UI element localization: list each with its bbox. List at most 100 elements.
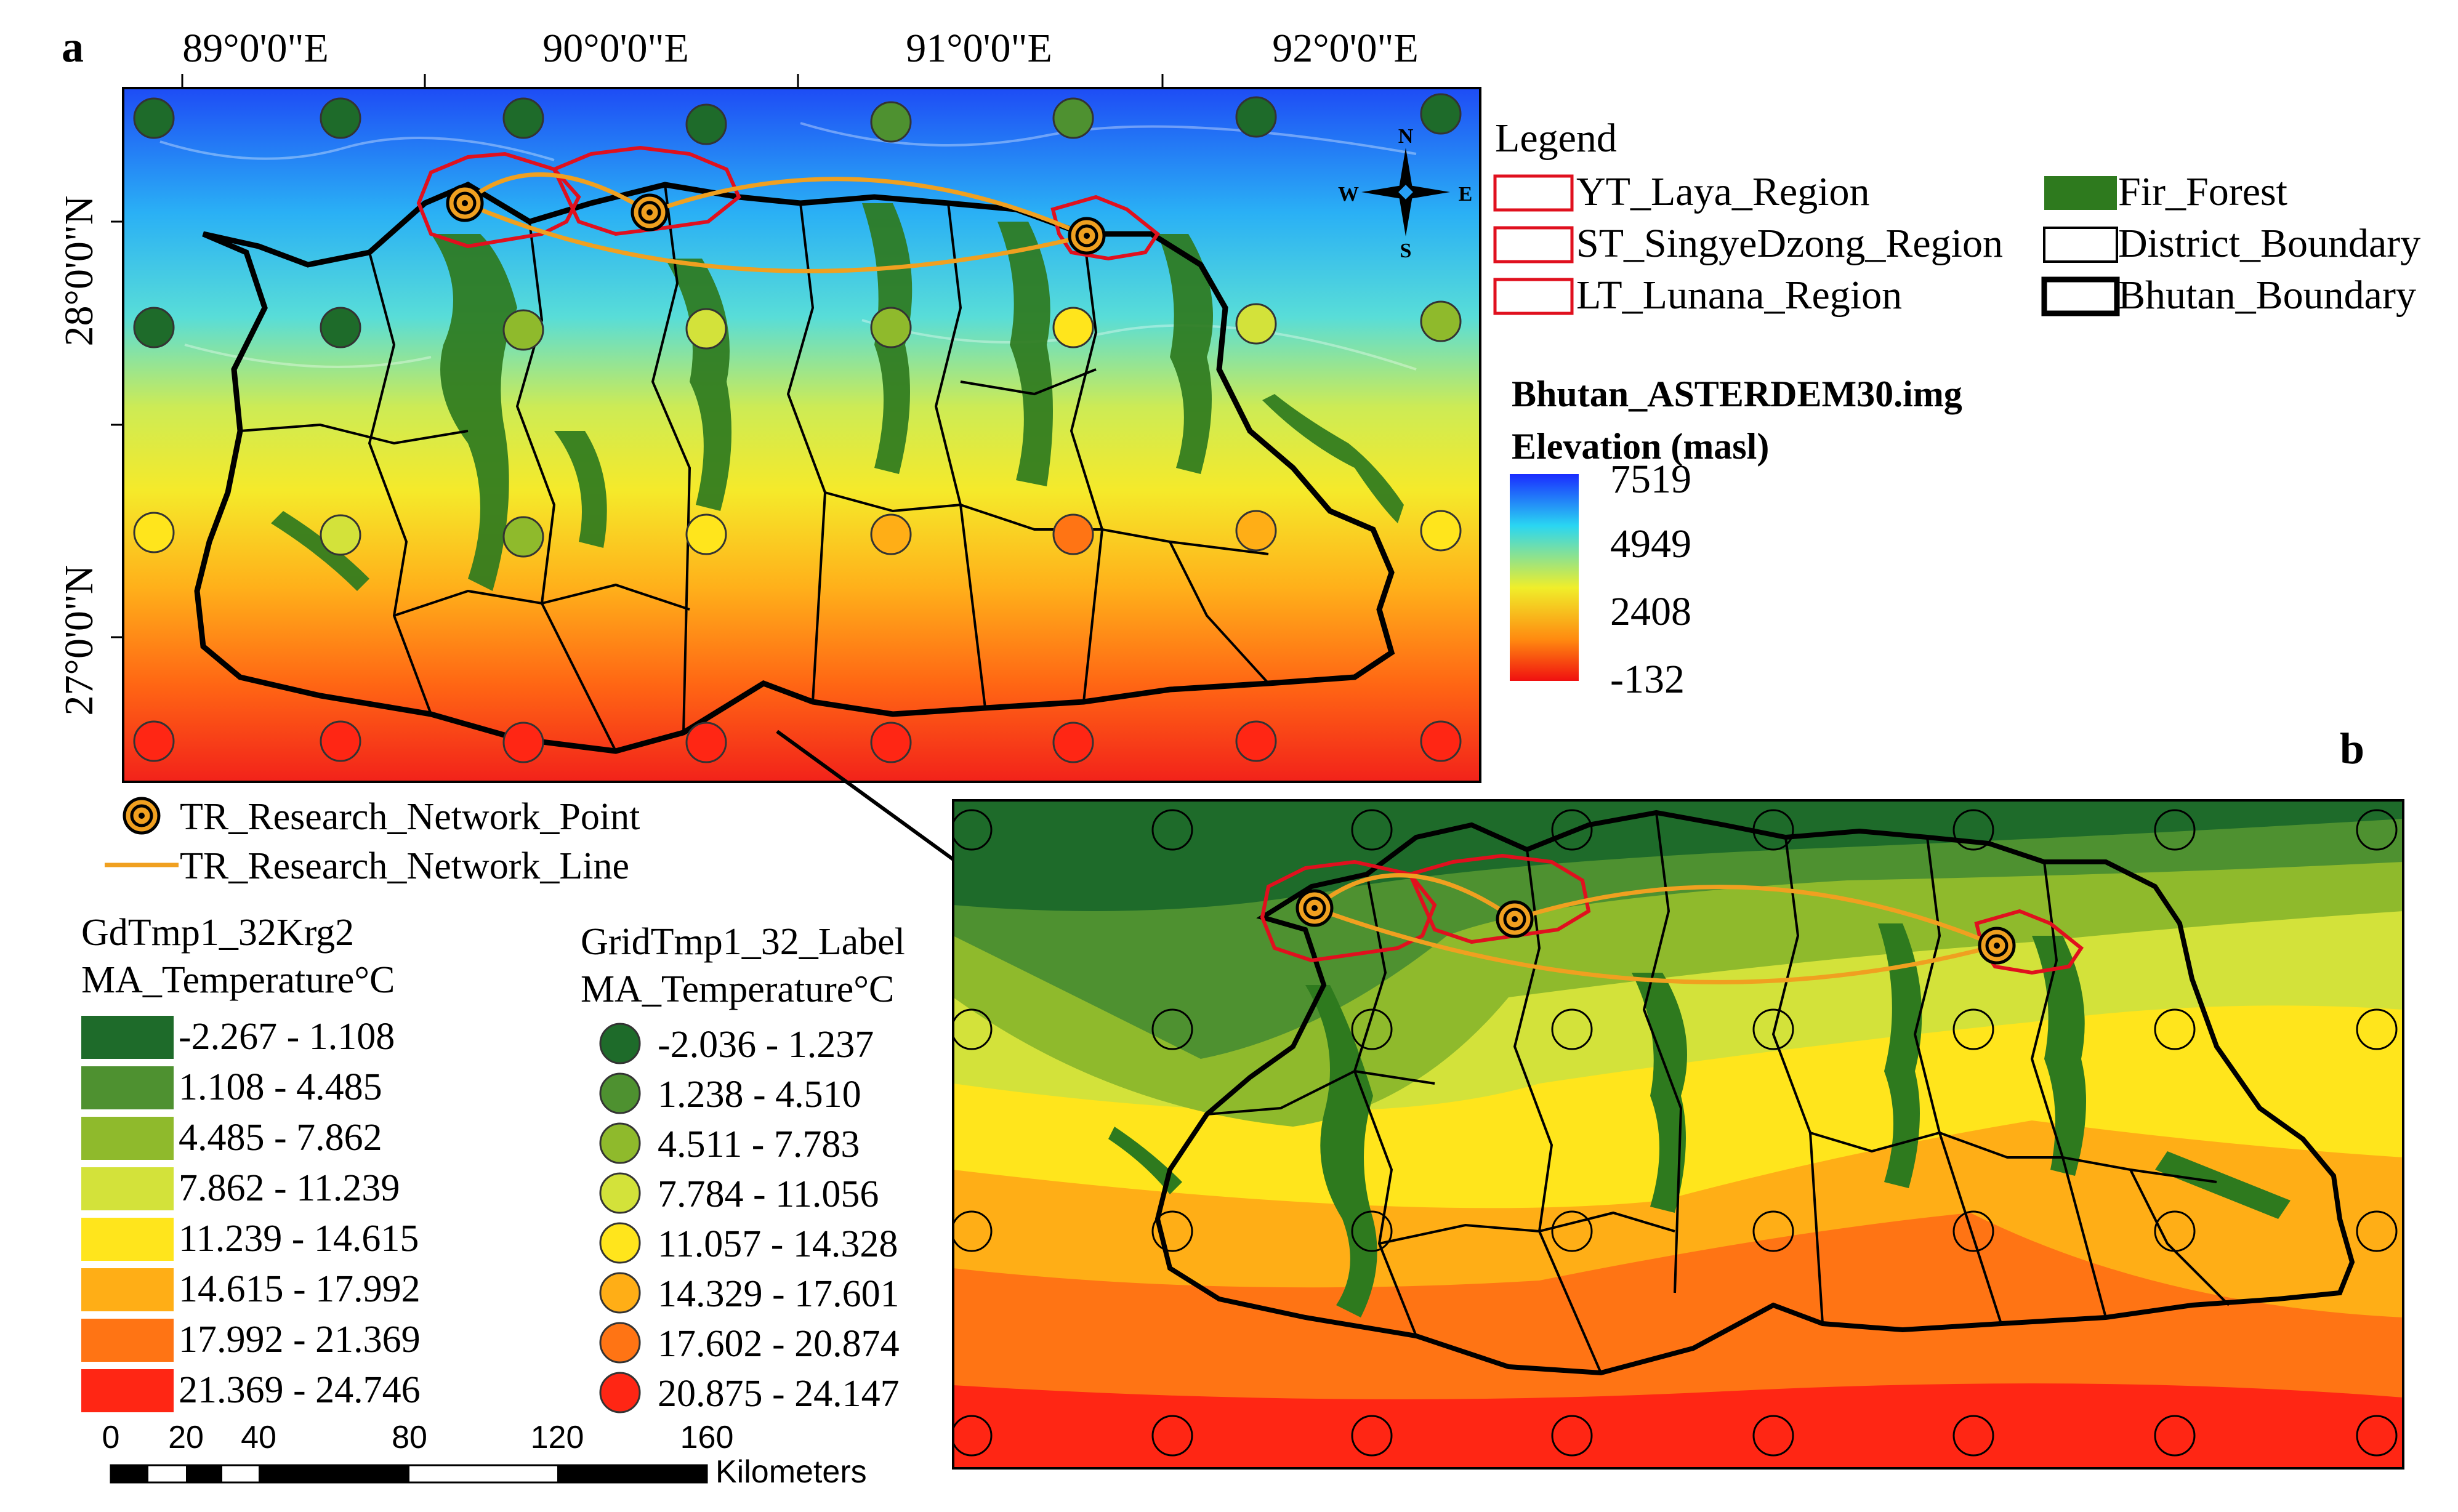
- krig-class-swatch: [81, 1066, 174, 1109]
- lon-label-90: 90°0'0"E: [542, 26, 689, 71]
- singyedzong-region-outline: [551, 145, 741, 236]
- legend-swatch-lunana: [1493, 278, 1574, 315]
- network-points: [446, 184, 1106, 255]
- scale-unit: Kilometers: [715, 1454, 867, 1490]
- grid-temperature-points-b: [953, 809, 2398, 1457]
- dem-tick-2: 4949: [1610, 521, 1691, 566]
- map-legend: Legend YT_Laya_Region ST_SingyeDzong_Reg…: [1493, 116, 2420, 318]
- krig-class-label: 17.992 - 21.369: [179, 1319, 421, 1361]
- krig-class-swatch: [81, 1167, 174, 1210]
- lon-label-91: 91°0'0"E: [906, 26, 1052, 71]
- network-legend: TR_Research_Network_Point TR_Research_Ne…: [105, 796, 640, 887]
- dem-title: Bhutan_ASTERDEM30.img: [1512, 374, 1962, 414]
- legend-label-district: District_Boundary: [2118, 221, 2420, 266]
- krig-class-swatch: [81, 1319, 174, 1362]
- scale-tick-160: 160: [680, 1420, 734, 1455]
- legend-title: Legend: [1495, 116, 1617, 161]
- legend-label-lunana: LT_Lunana_Region: [1576, 273, 1902, 318]
- krig-class-label: 4.485 - 7.862: [179, 1117, 382, 1159]
- lon-tick-marks: [181, 74, 1164, 88]
- grid-label-class-label: 20.875 - 24.147: [658, 1373, 900, 1415]
- grid-label-class-swatch: [599, 1322, 641, 1364]
- grid-label-class-label: 11.057 - 14.328: [658, 1223, 898, 1265]
- dem-tick-3: 2408: [1610, 589, 1691, 634]
- elevation-raster: [123, 88, 1480, 782]
- grid-temperature-points-a: [133, 93, 1462, 763]
- grid-label-class-label: 4.511 - 7.783: [658, 1124, 860, 1165]
- krig-class-label: 14.615 - 17.992: [179, 1268, 421, 1310]
- fir-forest-patches-b: [1108, 923, 2291, 1317]
- network-lines: [463, 172, 1088, 273]
- compass-west-label: W: [1338, 183, 1359, 206]
- krig-class-swatch: [81, 1016, 174, 1059]
- lon-label-92: 92°0'0"E: [1272, 26, 1419, 71]
- grid-label-title: GridTmp1_32_Label: [581, 921, 905, 963]
- legend-label-laya: YT_Laya_Region: [1576, 169, 1870, 214]
- lat-label-27: 27°0'0"N: [57, 565, 102, 716]
- krig-subtitle: MA_Temperature°C: [81, 959, 395, 1001]
- scale-tick-20: 20: [168, 1420, 204, 1455]
- krig-class-swatch: [81, 1268, 174, 1311]
- krig-class-label: 11.239 - 14.615: [179, 1218, 419, 1260]
- grid-label-class-swatch: [599, 1372, 641, 1413]
- grid-label-subtitle: MA_Temperature°C: [581, 968, 894, 1010]
- krig-class-swatch: [81, 1218, 174, 1261]
- grid-label-class-swatch: [599, 1072, 641, 1114]
- panel-b: b: [952, 724, 2404, 1470]
- krig-class-label: 7.862 - 11.239: [179, 1167, 400, 1209]
- scale-tick-80: 80: [392, 1420, 427, 1455]
- network-point-singyedzong-b: [1496, 900, 1534, 938]
- compass-north-label: N: [1398, 125, 1414, 148]
- legend-label-singyedzong: ST_SingyeDzong_Region: [1576, 221, 2003, 266]
- scale-bar: 0 20 40 80 120 160 Kilometers: [102, 1420, 867, 1490]
- lon-label-89: 89°0'0"E: [182, 26, 329, 71]
- legend-swatch-laya: [1493, 174, 1574, 212]
- grid-label-legend: GridTmp1_32_Label MA_Temperature°C -2.03…: [581, 921, 905, 1415]
- legend-swatch-fir-forest: [2044, 176, 2117, 210]
- grid-label-class-label: 17.602 - 20.874: [658, 1323, 900, 1365]
- panel-a-label: a: [62, 22, 84, 71]
- panel-b-frame: [952, 799, 2404, 1470]
- grid-label-class-label: 14.329 - 17.601: [658, 1273, 900, 1315]
- legend-label-fir-forest: Fir_Forest: [2118, 169, 2287, 214]
- dem-subtitle: Elevation (masl): [1512, 426, 1769, 467]
- lat-label-28: 28°0'0"N: [57, 196, 102, 347]
- grid-label-class-swatch: [599, 1272, 641, 1314]
- bhutan-boundary-b: [1154, 810, 2355, 1376]
- laya-region-outline-b: [1260, 859, 1437, 963]
- krig-class-swatch: [81, 1369, 174, 1412]
- kriging-legend: GdTmp1_32Krg2 MA_Temperature°C -2.267 - …: [81, 912, 421, 1412]
- grid-label-class-swatch: [599, 1172, 641, 1214]
- krig-class-label: 1.108 - 4.485: [179, 1066, 382, 1108]
- grid-label-class-swatch: [599, 1222, 641, 1264]
- grid-label-class-swatch: [599, 1023, 641, 1064]
- legend-label-bhutan: Bhutan_Boundary: [2118, 273, 2416, 318]
- krig-title: GdTmp1_32Krg2: [81, 912, 354, 954]
- network-point-laya: [446, 184, 484, 222]
- grid-label-class-label: -2.036 - 1.237: [658, 1024, 874, 1066]
- dem-tick-max: 7519: [1610, 457, 1691, 502]
- compass-rose: N S W E: [1338, 125, 1472, 262]
- scale-tick-40: 40: [241, 1420, 276, 1455]
- panel-a-frame: [122, 87, 1481, 783]
- network-points-b: [1295, 889, 2016, 965]
- scale-tick-120: 120: [531, 1420, 584, 1455]
- singyedzong-region-outline-b: [1407, 853, 1591, 944]
- dem-legend: Bhutan_ASTERDEM30.img Elevation (masl) 7…: [1510, 374, 1962, 702]
- network-lines-b: [1313, 873, 1998, 984]
- grid-label-rows: -2.036 - 1.237 1.238 - 4.510 4.511 - 7.783…: [599, 1023, 900, 1415]
- compass-south-label: S: [1400, 239, 1412, 262]
- district-boundaries-b: [1206, 812, 2230, 1373]
- network-point-laya-b: [1295, 889, 1334, 927]
- grid-label-class-swatch: [599, 1122, 641, 1164]
- legend-swatch-bhutan: [2041, 276, 2120, 316]
- network-point-lunana: [1068, 217, 1106, 255]
- dem-color-ramp: [1510, 474, 1579, 681]
- panel-b-label: b: [2340, 724, 2364, 773]
- panel-a: a 89°0'0"E 90°0'0"E 91°0'0"E 92°0'0"E 28…: [57, 22, 1481, 783]
- compass-east-label: E: [1459, 183, 1473, 206]
- grid-label-class-label: 1.238 - 4.510: [658, 1074, 861, 1116]
- network-point-label: TR_Research_Network_Point: [180, 796, 640, 838]
- lat-tick-marks: [111, 220, 123, 638]
